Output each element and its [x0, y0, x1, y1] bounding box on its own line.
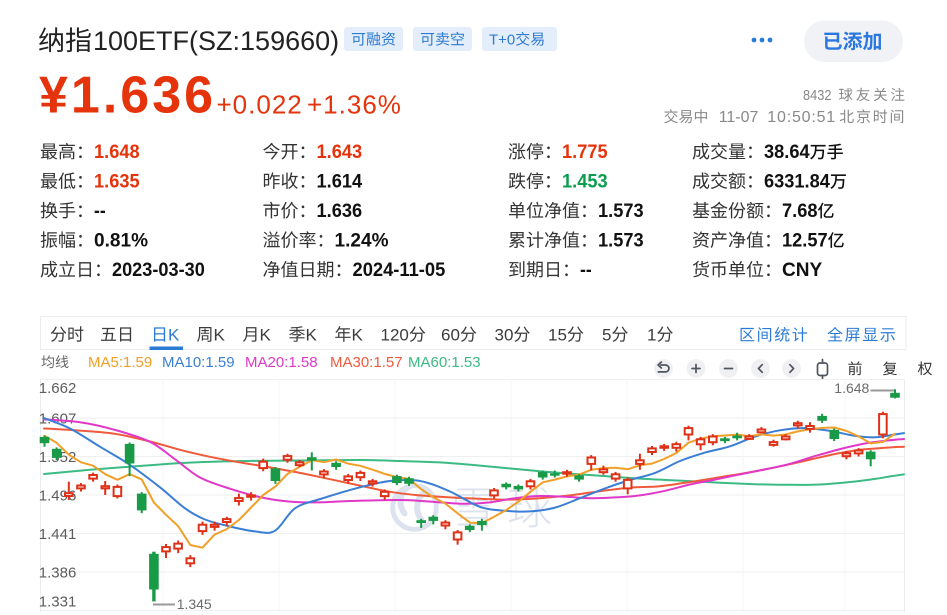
- svg-text:+0.022: +0.022: [217, 90, 303, 120]
- svg-text:1.635: 1.635: [94, 171, 140, 193]
- svg-text:1.331: 1.331: [39, 594, 77, 611]
- svg-text:CNY: CNY: [782, 259, 822, 281]
- svg-text:T+0: T+0: [489, 32, 515, 49]
- svg-text:12.57: 12.57: [782, 230, 828, 252]
- svg-text:K: K: [306, 326, 318, 345]
- svg-text:1.573: 1.573: [598, 200, 644, 222]
- svg-text:1: 1: [647, 326, 656, 345]
- svg-text:K: K: [260, 326, 272, 345]
- svg-text:1.643: 1.643: [317, 141, 363, 163]
- svg-text:1.607: 1.607: [39, 411, 77, 428]
- svg-text:1.573: 1.573: [598, 230, 644, 252]
- svg-text:MA10:1.59: MA10:1.59: [162, 354, 235, 371]
- svg-text:8432: 8432: [803, 88, 832, 104]
- svg-text:0.81%: 0.81%: [94, 230, 148, 252]
- svg-text:6331.84: 6331.84: [764, 171, 830, 193]
- svg-text:1.662: 1.662: [39, 380, 77, 397]
- svg-text:1.496: 1.496: [39, 488, 77, 505]
- svg-text:--: --: [94, 200, 106, 222]
- svg-text:1.441: 1.441: [39, 526, 77, 543]
- svg-text:MA30:1.57: MA30:1.57: [330, 354, 403, 371]
- svg-text:2023-03-30: 2023-03-30: [112, 259, 205, 281]
- svg-text:K: K: [168, 326, 180, 345]
- svg-text:1.24%: 1.24%: [335, 230, 389, 252]
- svg-text:60: 60: [441, 326, 460, 345]
- svg-text:10:50:51: 10:50:51: [767, 109, 836, 126]
- svg-text:1.614: 1.614: [317, 171, 363, 193]
- svg-text:MA20:1.58: MA20:1.58: [245, 354, 318, 371]
- svg-text:15: 15: [548, 326, 567, 345]
- svg-text:--: --: [580, 259, 592, 281]
- svg-text:11-07: 11-07: [719, 109, 759, 126]
- svg-text:K: K: [214, 326, 226, 345]
- svg-text:1.386: 1.386: [39, 565, 77, 582]
- svg-text:1.648: 1.648: [834, 380, 869, 396]
- svg-text:2024-11-05: 2024-11-05: [353, 259, 446, 281]
- svg-text:¥1.636: ¥1.636: [39, 67, 216, 125]
- svg-text:1.775: 1.775: [562, 141, 608, 163]
- svg-text:MA60:1.53: MA60:1.53: [408, 354, 481, 371]
- svg-text:120: 120: [381, 326, 409, 345]
- svg-text:5: 5: [602, 326, 611, 345]
- svg-text:30: 30: [495, 326, 514, 345]
- svg-text:100ETF(SZ:159660): 100ETF(SZ:159660): [93, 26, 339, 56]
- svg-text:+1.36%: +1.36%: [307, 90, 402, 120]
- svg-text:1.636: 1.636: [317, 200, 363, 222]
- svg-text:1.345: 1.345: [177, 596, 212, 612]
- svg-text:1.648: 1.648: [94, 141, 140, 163]
- svg-text:MA5:1.59: MA5:1.59: [88, 354, 152, 371]
- svg-text:7.68: 7.68: [782, 200, 818, 222]
- svg-text:38.64: 38.64: [764, 141, 810, 163]
- svg-text:K: K: [352, 326, 364, 345]
- svg-text:1.453: 1.453: [562, 171, 608, 193]
